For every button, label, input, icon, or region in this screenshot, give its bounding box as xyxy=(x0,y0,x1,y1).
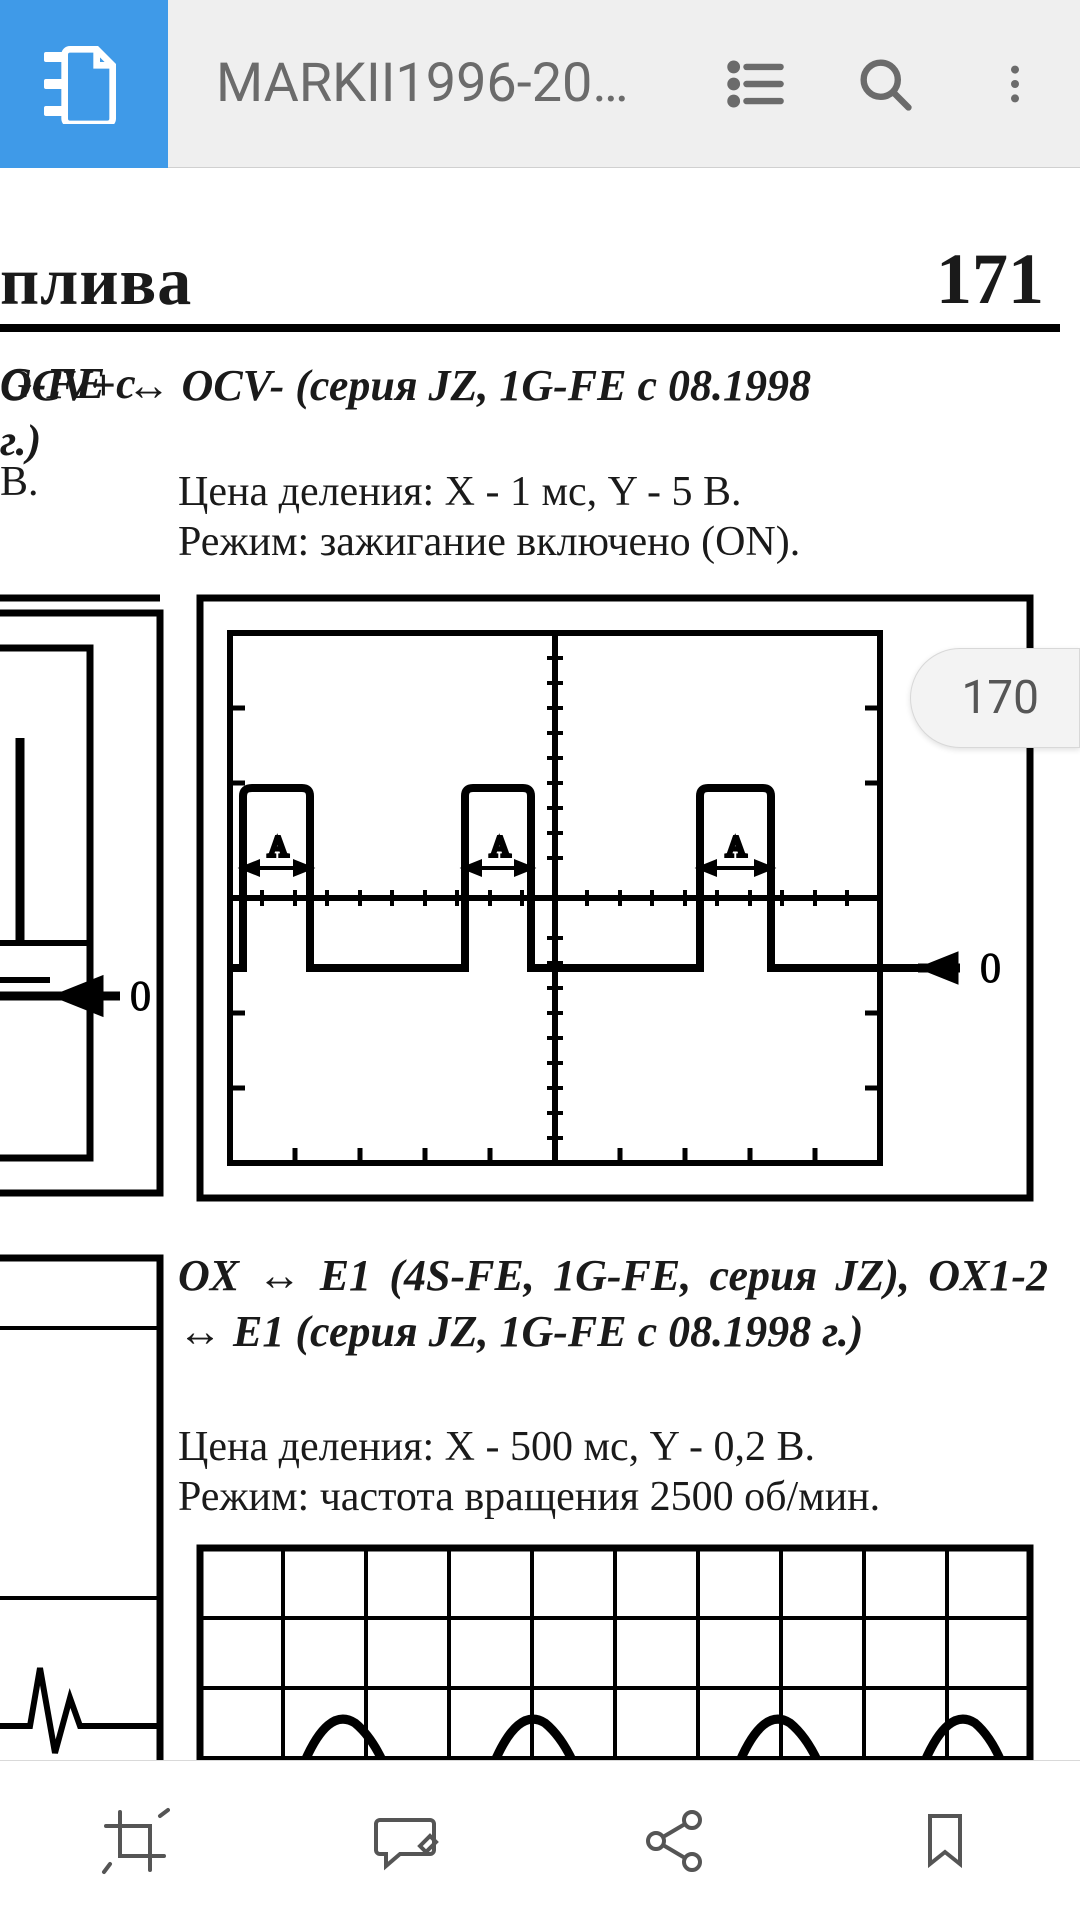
documents-tab-button[interactable] xyxy=(0,0,168,168)
scope2 xyxy=(200,1548,1030,1760)
bookmark-icon xyxy=(910,1806,980,1876)
more-vert-icon xyxy=(991,52,1039,116)
list-icon xyxy=(723,52,787,116)
svg-text:A: A xyxy=(490,832,511,863)
toc-button[interactable] xyxy=(690,0,820,168)
page-indicator-bubble[interactable]: 170 xyxy=(910,648,1080,748)
share-button[interactable] xyxy=(540,1761,810,1920)
comment-icon xyxy=(370,1806,440,1876)
document-viewport[interactable]: плива 171 G-FE с В. . OCV+ ↔ OCV- (серия… xyxy=(0,168,1080,1760)
page-indicator-label: 170 xyxy=(961,671,1039,725)
scope1: A A A xyxy=(200,598,1030,1198)
svg-text:A: A xyxy=(726,832,747,863)
crop-icon xyxy=(100,1806,170,1876)
bookmark-button[interactable] xyxy=(810,1761,1080,1920)
overflow-menu-button[interactable] xyxy=(950,0,1080,168)
left-zero-label: 0 xyxy=(130,974,151,1020)
crop-button[interactable] xyxy=(0,1761,270,1920)
comment-button[interactable] xyxy=(270,1761,540,1920)
search-button[interactable] xyxy=(820,0,950,168)
search-icon xyxy=(853,52,917,116)
bottom-toolbar xyxy=(0,1760,1080,1920)
svg-text:A: A xyxy=(268,832,289,863)
document-icon xyxy=(56,44,124,124)
scope1-zero-label: 0 xyxy=(980,946,1001,992)
top-app-bar: MARKII1996-20… xyxy=(0,0,1080,168)
document-title: MARKII1996-20… xyxy=(168,52,690,115)
left-scope-fragment xyxy=(0,598,160,1193)
diagram-canvas: 0 xyxy=(0,168,1080,1760)
share-icon xyxy=(640,1806,710,1876)
